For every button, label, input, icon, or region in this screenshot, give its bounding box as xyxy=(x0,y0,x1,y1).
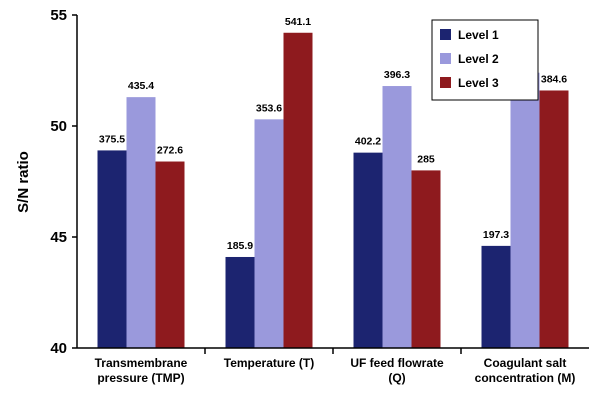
bar-annotation: 435.4 xyxy=(128,80,154,92)
x-tick-label-line: pressure (TMP) xyxy=(97,371,184,385)
x-tick-label: Transmembrane pressure (TMP) xyxy=(95,356,188,385)
y-tick-label: 45 xyxy=(50,229,67,246)
bar-annotation: 197.3 xyxy=(483,229,509,241)
bar xyxy=(539,90,569,348)
legend-swatch xyxy=(440,53,451,64)
bar xyxy=(481,245,511,348)
bar-annotation: 375.5 xyxy=(99,133,125,145)
bar xyxy=(126,97,156,348)
bar-annotation: 272.6 xyxy=(157,145,183,157)
bar xyxy=(510,72,540,348)
y-tick-label: 50 xyxy=(50,118,67,135)
bar-annotation: 396.3 xyxy=(384,69,410,81)
legend-label: Level 3 xyxy=(458,76,499,90)
bar xyxy=(353,152,383,348)
x-tick-label-line: UF feed flowrate xyxy=(350,356,444,370)
x-tick-label-line: Coagulant salt xyxy=(484,356,567,370)
y-tick-label: 40 xyxy=(50,340,67,357)
x-tick-label-line: Temperature (T) xyxy=(224,356,314,370)
x-tick-label-line: (Q) xyxy=(388,371,405,385)
bar-annotation: 285 xyxy=(417,153,435,165)
bar xyxy=(411,170,441,348)
bar xyxy=(283,32,313,348)
bar xyxy=(225,256,255,348)
y-tick-label: 55 xyxy=(50,7,67,24)
bar-annotation: 541.1 xyxy=(285,16,311,28)
bar xyxy=(97,150,127,348)
x-tick-label: Coagulant salt concentration (M) xyxy=(475,356,576,385)
x-tick-label-line: concentration (M) xyxy=(475,371,576,385)
x-tick-label-line: Transmembrane xyxy=(95,356,188,370)
x-tick-label: UF feed flowrate (Q) xyxy=(350,356,444,385)
bar-annotation: 353.6 xyxy=(256,102,282,114)
legend-swatch xyxy=(440,29,451,40)
y-axis-label: S/N ratio xyxy=(15,151,32,213)
legend-label: Level 2 xyxy=(458,52,499,66)
bar xyxy=(155,161,185,348)
bar-annotation: 185.9 xyxy=(227,240,253,252)
legend-swatch xyxy=(440,77,451,88)
bar xyxy=(382,86,412,348)
bar-annotation: 402.2 xyxy=(355,136,381,148)
legend-label: Level 1 xyxy=(458,28,499,42)
bar xyxy=(254,119,284,348)
x-tick-label: Temperature (T) xyxy=(224,356,314,370)
bar-annotation: 384.6 xyxy=(541,73,567,85)
